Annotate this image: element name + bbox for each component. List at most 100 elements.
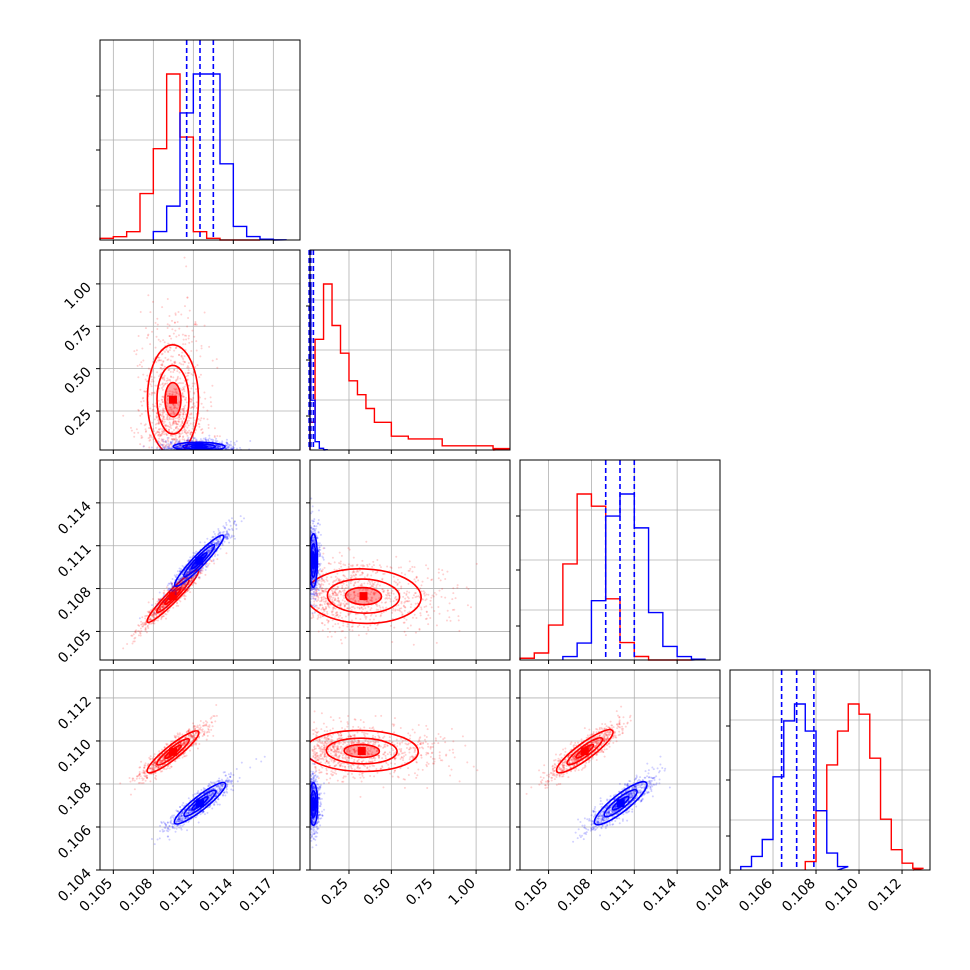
scatter-point	[341, 630, 344, 633]
scatter-point	[177, 581, 180, 584]
scatter-point	[351, 575, 354, 578]
scatter-point	[166, 589, 169, 592]
scatter-point	[170, 337, 173, 340]
scatter-point	[366, 563, 369, 566]
scatter-point	[162, 440, 165, 443]
scatter-point	[332, 601, 335, 604]
scatter-point	[328, 606, 331, 609]
scatter-point	[137, 630, 140, 633]
scatter-point	[170, 438, 173, 441]
scatter-point	[167, 342, 170, 345]
scatter-point	[182, 363, 185, 366]
scatter-point	[313, 581, 316, 584]
scatter-point	[357, 592, 360, 595]
scatter-point	[320, 596, 323, 599]
scatter-point	[146, 624, 149, 627]
scatter-point	[336, 594, 339, 597]
scatter-point	[188, 309, 191, 312]
scatter-point	[188, 569, 191, 572]
scatter-point	[173, 369, 176, 372]
scatter-point	[231, 447, 234, 450]
scatter-point	[158, 437, 161, 440]
scatter-point	[207, 438, 210, 441]
scatter-point	[164, 445, 167, 448]
scatter-point	[425, 564, 428, 567]
scatter-point	[320, 599, 323, 602]
scatter-point	[141, 621, 144, 624]
scatter-point	[169, 590, 172, 593]
scatter-point	[202, 437, 205, 440]
scatter-point	[384, 601, 387, 604]
scatter-point	[175, 346, 178, 349]
scatter-point	[181, 415, 184, 418]
scatter-point	[349, 593, 352, 596]
scatter-point	[151, 614, 154, 617]
scatter-point	[141, 404, 144, 407]
scatter-point	[175, 390, 178, 393]
scatter-point	[217, 540, 220, 543]
scatter-point	[231, 447, 234, 450]
scatter-point	[186, 378, 189, 381]
scatter-point	[348, 613, 351, 616]
scatter-point	[371, 600, 374, 603]
scatter-point	[158, 608, 161, 611]
scatter-point	[176, 375, 179, 378]
scatter-point	[162, 606, 165, 609]
scatter-point	[207, 445, 210, 448]
density-peak	[195, 556, 204, 565]
scatter-point	[317, 614, 320, 617]
scatter-point	[189, 398, 192, 401]
scatter-point	[157, 599, 160, 602]
scatter-point	[339, 603, 342, 606]
scatter-point	[372, 593, 375, 596]
scatter-point	[348, 628, 351, 631]
scatter-point	[176, 445, 179, 448]
scatter-point	[141, 347, 144, 350]
scatter-point	[162, 429, 165, 432]
scatter-point	[401, 614, 404, 617]
scatter-point	[423, 591, 426, 594]
scatter-point	[187, 424, 190, 427]
scatter-point	[144, 428, 147, 431]
scatter-point	[312, 569, 315, 572]
scatter-point	[168, 406, 171, 409]
scatter-point	[176, 445, 179, 448]
scatter-point	[344, 603, 347, 606]
scatter-point	[235, 524, 238, 527]
scatter-point	[158, 598, 161, 601]
scatter-point	[326, 635, 329, 638]
scatter-point	[187, 571, 190, 574]
scatter-point	[235, 447, 238, 450]
scatter-point	[332, 596, 335, 599]
scatter-point	[162, 603, 165, 606]
scatter-point	[232, 535, 235, 538]
scatter-point	[172, 391, 175, 394]
scatter-point	[155, 335, 158, 338]
scatter-point	[406, 596, 409, 599]
scatter-point	[358, 569, 361, 572]
scatter-point	[167, 587, 170, 590]
scatter-point	[312, 570, 315, 573]
scatter-point	[167, 418, 170, 421]
scatter-point	[338, 601, 341, 604]
scatter-point	[179, 445, 182, 448]
scatter-point	[224, 535, 227, 538]
scatter-point	[389, 598, 392, 601]
scatter-point	[182, 413, 185, 416]
scatter-point	[339, 562, 342, 565]
scatter-point	[183, 578, 186, 581]
scatter-point	[343, 596, 346, 599]
scatter-point	[177, 427, 180, 430]
scatter-point	[332, 613, 335, 616]
scatter-point	[182, 357, 185, 360]
scatter-point	[173, 438, 176, 441]
scatter-point	[180, 382, 183, 385]
scatter-point	[169, 406, 172, 409]
scatter-point	[211, 384, 214, 387]
scatter-point	[179, 444, 182, 447]
scatter-point	[147, 367, 150, 370]
scatter-point	[314, 604, 317, 607]
scatter-point	[353, 574, 356, 577]
scatter-point	[162, 422, 165, 425]
scatter-point	[360, 606, 363, 609]
